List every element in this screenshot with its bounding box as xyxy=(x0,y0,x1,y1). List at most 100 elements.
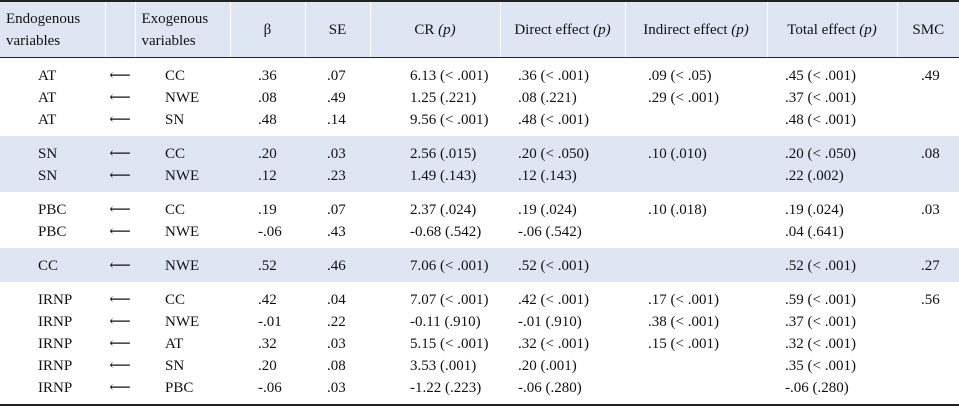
row-group: PBC ⟵ CC .19 .07 2.37 (.024) .19 (.024) .10 (.0… xyxy=(0,192,959,248)
header-beta: β xyxy=(230,0,306,58)
cell-direct-effect: -.01 (.910) xyxy=(518,314,582,330)
cell-total-effect: .04 (.641) xyxy=(785,224,844,240)
table-row: SN ⟵ CC .20.03 2.56 (.015) .20 (< .050) .10 (.… xyxy=(0,136,959,165)
cell-cr: 1.49 (.143) xyxy=(370,165,500,192)
cell-smc xyxy=(897,165,959,192)
header-total-p: (p) xyxy=(859,21,877,38)
cell-direct-effect: -.06 (.280) xyxy=(500,377,625,406)
cell-smc: .03 xyxy=(921,202,940,218)
header-direct-label: Direct effect xyxy=(514,21,590,38)
cell-total-effect: .35 (< .001) xyxy=(785,358,856,374)
cell-se: .07 xyxy=(327,202,346,218)
header-cr-label: CR xyxy=(414,21,435,38)
cell-indirect-effect: .09 (< .05) xyxy=(648,68,712,84)
cell-total-effect: .59 (< .001) xyxy=(785,292,856,308)
cell-se: .14 xyxy=(327,112,346,128)
arrow-icon: ⟵ xyxy=(105,165,135,192)
table-row: AT ⟵ CC .36 .07 6.13 (< .001) .36 (< .001) .09 … xyxy=(0,58,959,88)
cell-indirect-effect xyxy=(625,248,767,282)
cell-cr: 2.37 (.024) xyxy=(410,202,477,218)
cell-endogenous: IRNP xyxy=(38,292,73,308)
cell-beta: -.01 xyxy=(258,314,282,330)
cell-endogenous: IRNP xyxy=(0,377,105,406)
header-indirect: Indirect effect (p) xyxy=(625,0,768,58)
cell-direct-effect: .08 (.221) xyxy=(518,90,577,106)
cell-endogenous: AT xyxy=(38,90,57,106)
header-total: Total effect (p) xyxy=(767,0,898,58)
cell-indirect-effect xyxy=(625,221,767,248)
cell-direct-effect: .52 (< .001) xyxy=(500,248,625,282)
cell-indirect-effect xyxy=(625,109,767,136)
arrow-icon: ⟵ xyxy=(109,358,131,374)
cell-exogenous: PBC xyxy=(135,377,230,406)
row-group: CC ⟵ NWE .52.46 7.06 (< .001) .52 (< .001) .52… xyxy=(0,248,959,282)
cell-cr: -0.11 (.910) xyxy=(410,314,481,330)
cell-direct-effect: .12 (.143) xyxy=(500,165,625,192)
cell-endogenous: PBC xyxy=(38,224,67,240)
arrow-icon: ⟵ xyxy=(105,136,135,165)
cell-beta: .42 xyxy=(258,292,277,308)
cell-exogenous: SN xyxy=(165,358,185,374)
cell-se: .49 xyxy=(327,90,346,106)
cell-cr: 1.25 (.221) xyxy=(410,90,477,106)
cell-total-effect: .20 (< .050) xyxy=(767,136,897,165)
cell-smc xyxy=(897,311,959,333)
cell-total-effect: .32 (< .001) xyxy=(785,336,856,352)
cell-indirect-effect: .10 (.018) xyxy=(648,202,707,218)
header-direct-p: (p) xyxy=(593,21,611,38)
header-cr-p: (p) xyxy=(438,21,456,38)
header-exogenous: Exogenous variables xyxy=(135,0,231,58)
table-row: IRNP ⟵ PBC -.06.03 -1.22 (.223) -.06 (.280) -.… xyxy=(0,377,959,406)
cell-se: .46 xyxy=(305,248,370,282)
cell-endogenous: PBC xyxy=(38,202,67,218)
arrow-icon: ⟵ xyxy=(109,292,131,308)
cell-exogenous: AT xyxy=(165,336,184,352)
table-row: CC ⟵ NWE .52.46 7.06 (< .001) .52 (< .001) .52… xyxy=(0,248,959,282)
cell-smc xyxy=(897,109,959,136)
header-direct: Direct effect (p) xyxy=(500,0,626,58)
arrow-icon: ⟵ xyxy=(109,90,131,106)
table-row: AT ⟵ NWE .08 .49 1.25 (.221) .08 (.221) .29 (< … xyxy=(0,87,959,109)
cell-exogenous: CC xyxy=(165,292,186,308)
cell-total-effect: -.06 (.280) xyxy=(767,377,897,406)
cell-se: .03 xyxy=(327,336,346,352)
cell-smc xyxy=(897,221,959,248)
cell-total-effect: .48 (< .001) xyxy=(785,112,856,128)
cell-exogenous: NWE xyxy=(165,90,200,106)
cell-beta: -.06 xyxy=(230,377,305,406)
cell-total-effect: .19 (.024) xyxy=(785,202,844,218)
cell-smc: .56 xyxy=(921,292,940,308)
cell-beta: .12 xyxy=(230,165,305,192)
cell-total-effect: .37 (< .001) xyxy=(785,90,856,106)
cell-beta: .36 xyxy=(258,68,277,84)
cell-beta: .19 xyxy=(258,202,277,218)
cell-endogenous: SN xyxy=(0,165,105,192)
cell-total-effect: .45 (< .001) xyxy=(785,68,856,84)
cell-indirect-effect: .29 (< .001) xyxy=(648,90,719,106)
cell-se: .03 xyxy=(305,136,370,165)
cell-beta: -.06 xyxy=(258,224,282,240)
cell-endogenous: IRNP xyxy=(38,314,73,330)
cell-endogenous: AT xyxy=(38,68,57,84)
cell-cr: 2.56 (.015) xyxy=(370,136,500,165)
arrow-icon: ⟵ xyxy=(105,377,135,406)
cell-se: .07 xyxy=(327,68,346,84)
cell-endogenous: IRNP xyxy=(38,358,73,374)
cell-smc xyxy=(897,355,959,377)
cell-exogenous: NWE xyxy=(135,248,230,282)
arrow-icon: ⟵ xyxy=(109,202,131,218)
cell-beta: .08 xyxy=(258,90,277,106)
cell-indirect-effect: .10 (.010) xyxy=(625,136,767,165)
cell-exogenous: CC xyxy=(165,202,186,218)
cell-cr: 6.13 (< .001) xyxy=(410,68,489,84)
header-arrow xyxy=(105,0,136,58)
arrow-icon: ⟵ xyxy=(109,112,131,128)
cell-cr: 5.15 (< .001) xyxy=(410,336,489,352)
cell-exogenous: NWE xyxy=(135,165,230,192)
cell-cr: 7.07 (< .001) xyxy=(410,292,489,308)
header-se: SE xyxy=(305,0,371,58)
cell-direct-effect: -.06 (.542) xyxy=(518,224,582,240)
cell-indirect-effect xyxy=(625,355,767,377)
cell-cr: -1.22 (.223) xyxy=(370,377,500,406)
